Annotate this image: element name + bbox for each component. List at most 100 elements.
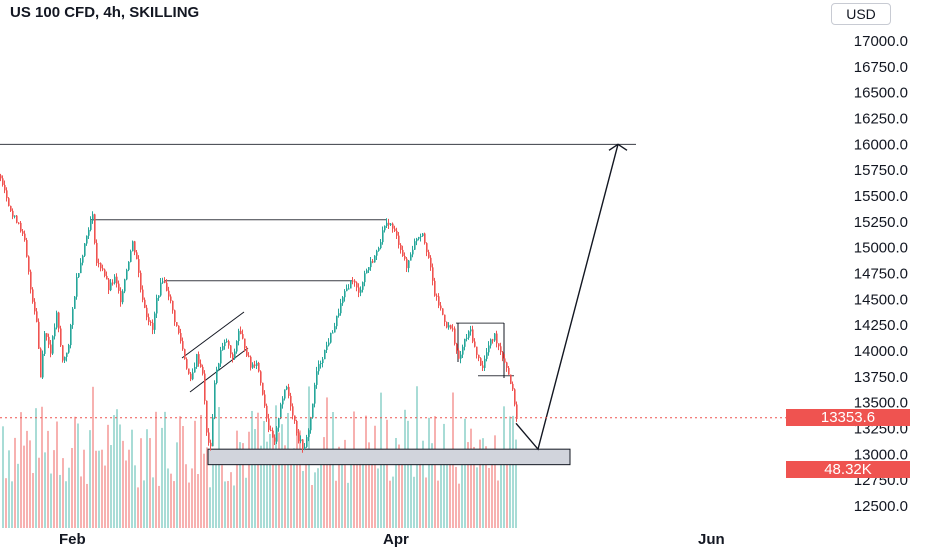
volume-bar: [368, 442, 370, 528]
candle-body: [46, 333, 48, 337]
candle-body: [512, 383, 514, 390]
candle-body: [110, 282, 112, 291]
volume-bar: [257, 412, 259, 528]
volume-bar: [161, 427, 163, 528]
candle-body: [24, 233, 26, 241]
volume-bar: [20, 412, 22, 528]
candle-body: [264, 394, 266, 406]
support-zone-rectangle[interactable]: [207, 448, 571, 466]
candle-body: [282, 398, 284, 405]
candle-body: [114, 276, 116, 284]
candle-body: [440, 305, 442, 309]
volume-bar: [482, 438, 484, 528]
candle-body: [458, 350, 460, 359]
volume-bar: [407, 420, 409, 528]
candle-body: [38, 321, 40, 349]
channel-upper-line[interactable]: [181, 311, 245, 359]
candle-body: [514, 389, 516, 405]
candle-body: [496, 333, 498, 344]
volume-bar: [509, 416, 511, 528]
candle-body: [64, 356, 66, 361]
candle-body: [420, 236, 422, 238]
candle-body: [424, 233, 426, 244]
volume-bar: [38, 457, 40, 528]
candle-body: [4, 184, 6, 191]
drawings: [0, 143, 636, 466]
candle-body: [84, 243, 86, 256]
candle-body: [418, 236, 420, 239]
candle-body: [12, 210, 14, 217]
candle-body: [372, 261, 374, 263]
candle-body: [430, 257, 432, 268]
candle-body: [474, 341, 476, 347]
candle-body: [120, 290, 122, 303]
candle-body: [192, 372, 194, 380]
candle-body: [238, 330, 240, 342]
candle-body: [102, 268, 104, 270]
volume-bar: [320, 462, 322, 528]
volume-bar: [2, 426, 4, 528]
volume-bar: [404, 409, 406, 528]
candle-body: [56, 312, 58, 328]
volume-bar: [47, 430, 49, 528]
candle-body: [252, 364, 254, 368]
candle-body: [308, 430, 310, 438]
volume-bar: [116, 409, 118, 528]
volume-bar: [95, 450, 97, 528]
candle-body: [490, 339, 492, 346]
projection-arrow[interactable]: [515, 144, 619, 451]
candle-body: [214, 382, 216, 418]
volume-bar: [431, 443, 433, 528]
candle-body: [322, 359, 324, 363]
candle-body: [504, 358, 506, 363]
candle-body: [176, 322, 178, 326]
candle-body: [258, 362, 260, 372]
volume-bar: [32, 473, 34, 528]
candle-body: [128, 261, 130, 270]
candle-body: [280, 404, 282, 419]
candle-body: [242, 334, 244, 339]
candle-body: [22, 231, 24, 234]
price-axis[interactable]: 17000.0 16750.0 16500.0 16250.0 16000.0 15750…: [854, 33, 908, 515]
volume-bar: [467, 442, 469, 528]
volume-bar: [455, 466, 457, 528]
candle-body: [516, 404, 518, 420]
candle-body: [376, 250, 378, 256]
candle-body: [226, 341, 228, 343]
candle-body: [212, 417, 214, 447]
volume-bar: [149, 438, 151, 528]
candle-body: [480, 358, 482, 366]
candle-body: [388, 222, 390, 225]
volume-bar: [77, 423, 79, 528]
volume-bar: [197, 474, 199, 528]
volume-bar: [497, 480, 499, 528]
volume-bar: [263, 421, 265, 528]
candle-body: [450, 325, 452, 329]
volume-bar: [350, 449, 352, 528]
currency-button[interactable]: USD: [831, 3, 891, 25]
candle-body: [476, 346, 478, 355]
candle-body: [14, 215, 16, 217]
volume-bar: [113, 415, 115, 528]
candle-body: [92, 214, 94, 221]
candle-body: [352, 280, 354, 282]
price-tick-label: 15750.0: [854, 162, 908, 179]
volume-bar: [230, 472, 232, 528]
volume-bar: [71, 447, 73, 528]
candle-body: [358, 287, 360, 293]
volume-bar: [260, 445, 262, 528]
volume-bar: [8, 450, 10, 528]
candle-body: [304, 446, 306, 449]
candle-body: [40, 348, 42, 378]
volume-bar: [239, 442, 241, 528]
candle-body: [494, 333, 496, 341]
candle-body: [160, 282, 162, 296]
volume-bar: [299, 430, 301, 528]
candle-body: [394, 228, 396, 231]
volume-bar: [311, 485, 313, 528]
candle-body: [454, 328, 456, 344]
volume-bar: [185, 464, 187, 528]
time-axis[interactable]: Feb Apr Jun: [59, 531, 725, 548]
candle-body: [330, 332, 332, 343]
